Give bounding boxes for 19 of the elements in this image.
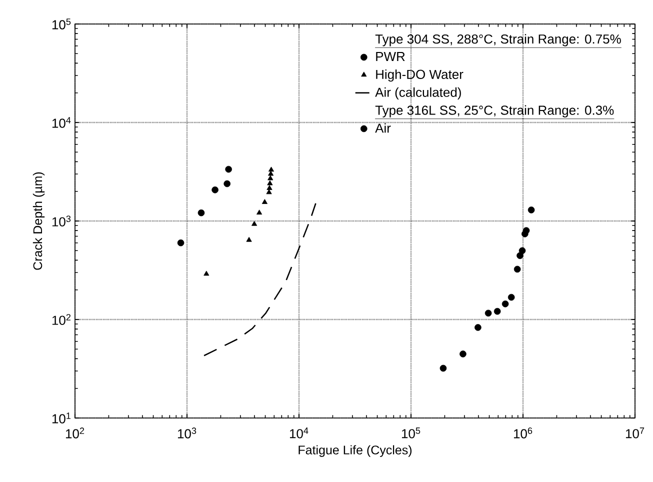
x-tick-label: 10$^{4}$: [290, 428, 308, 438]
annotation: Type 316L SS, 25°C, Strain Range: 0.3%: [375, 105, 614, 118]
y-axis-title: Crack Depth (µm): [32, 172, 45, 270]
x-tick-label: 10$^{7}$: [626, 428, 644, 438]
legend-label: Air: [375, 123, 391, 133]
y-tick-label: 10$^{1}$: [52, 412, 71, 424]
y-tick-label: 10$^{4}$: [52, 117, 71, 128]
legend-label: Air (calculated): [375, 87, 461, 100]
x-tick-label: 10$^{3}$: [178, 428, 196, 438]
annotation: Type 304 SS, 288°C, Strain Range: 0.75%: [375, 34, 621, 46]
x-tick-label: 10$^{5}$: [402, 428, 420, 438]
legend-label: PWR: [376, 52, 405, 61]
y-tick-label: 10$^{5}$: [52, 18, 71, 30]
y-tick-label: 10$^{3}$: [52, 216, 71, 226]
x-tick-label: 10$^{2}$: [66, 428, 84, 438]
x-tick-label: 10$^{6}$: [514, 428, 532, 438]
legend-label: High-DO Water: [376, 69, 464, 82]
x-axis-title: Fatigue Life (Cycles): [298, 445, 412, 457]
y-tick-label: 10$^{2}$: [52, 314, 71, 325]
